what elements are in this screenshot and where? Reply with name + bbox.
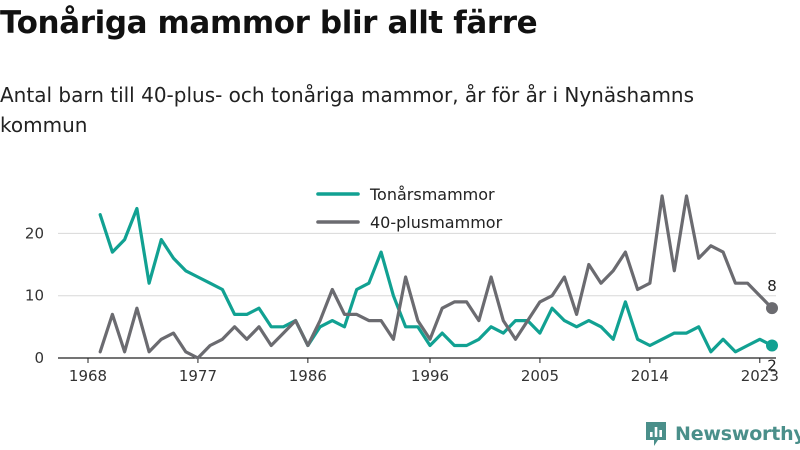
legend: Tonårsmammor 40-plusmammor: [316, 185, 503, 232]
series-line-tonarsmammor: [98, 206, 774, 354]
series-end-label: 2: [767, 357, 777, 375]
y-tick-label: 20: [25, 224, 44, 242]
legend-label: Tonårsmammor: [369, 185, 495, 204]
series-lines: 28: [98, 194, 778, 375]
y-tick-label: 0: [34, 349, 44, 367]
series-end-label: 8: [767, 277, 777, 295]
x-tick-label: 2014: [631, 367, 669, 385]
chart-title: Tonåriga mammor blir allt färre: [0, 5, 538, 41]
x-tick-label: 2005: [521, 367, 559, 385]
series-end-point: [766, 339, 778, 352]
chart-subtitle: Antal barn till 40-plus- och tonåriga ma…: [0, 83, 695, 137]
logo-text: Newsworthy: [675, 423, 800, 445]
x-tick-label: 1996: [411, 367, 449, 385]
series-end-point: [766, 302, 778, 315]
x-tick-label: 1977: [179, 367, 217, 385]
series-line-40-plusmammor: [98, 194, 774, 360]
axes: 0 10 20 1968 1977 1986 1996 2005 2014 2023: [25, 224, 779, 385]
newsworthy-logo: Newsworthy: [644, 419, 800, 449]
x-tick-label: 1986: [289, 367, 327, 385]
x-tick-label: 2023: [741, 367, 779, 385]
newsworthy-chart-icon: [646, 422, 666, 446]
legend-label: 40-plusmammor: [370, 213, 503, 232]
y-tick-label: 10: [25, 287, 44, 305]
x-tick-label: 1968: [69, 367, 107, 385]
